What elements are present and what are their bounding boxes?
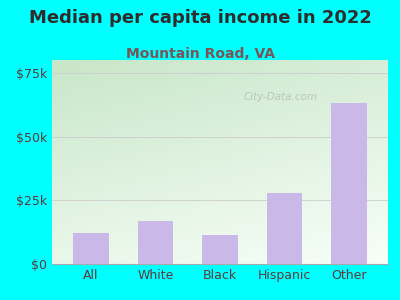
Text: City-Data.com: City-Data.com — [244, 92, 318, 102]
Text: Mountain Road, VA: Mountain Road, VA — [126, 46, 274, 61]
Text: Median per capita income in 2022: Median per capita income in 2022 — [28, 9, 372, 27]
Bar — [73, 233, 108, 264]
Bar — [267, 193, 302, 264]
Bar — [202, 235, 238, 264]
Bar — [332, 103, 367, 264]
Bar — [138, 221, 173, 264]
